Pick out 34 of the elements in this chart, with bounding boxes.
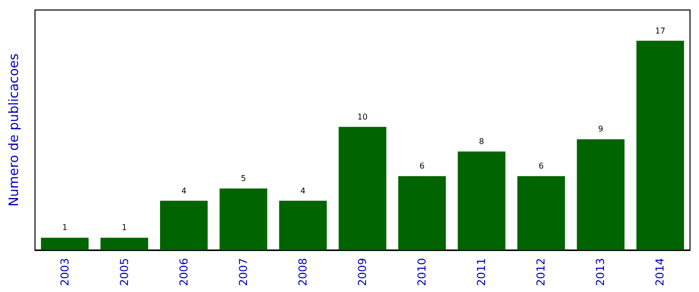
x-tick-label: 2010 xyxy=(416,258,429,286)
x-tick-label: 2008 xyxy=(296,258,310,286)
data-label: 8 xyxy=(479,137,484,146)
x-tick-label: 2005 xyxy=(118,258,131,286)
bar xyxy=(338,126,386,250)
data-label: 4 xyxy=(181,186,186,196)
bar xyxy=(398,176,446,250)
bar xyxy=(636,40,684,250)
bar xyxy=(279,200,327,250)
data-label: 1 xyxy=(122,223,127,232)
y-axis-title: Numero de publicacoes xyxy=(7,53,22,207)
data-label: 6 xyxy=(538,162,544,171)
bar xyxy=(40,238,89,250)
data-label: 1 xyxy=(62,223,68,232)
x-tick-label: 2014 xyxy=(654,258,667,286)
x-tick-label: 2007 xyxy=(236,258,250,286)
bar xyxy=(517,176,565,250)
bar xyxy=(100,238,148,250)
x-tick-label: 2012 xyxy=(534,258,548,286)
x-tick-label: 2006 xyxy=(177,258,190,286)
bar xyxy=(458,152,506,250)
bar xyxy=(220,188,268,250)
x-tick-label: 2009 xyxy=(356,258,369,286)
data-label: 17 xyxy=(655,26,666,36)
x-tick-label: 2011 xyxy=(475,258,488,286)
data-label: 4 xyxy=(300,186,306,196)
data-label: 5 xyxy=(240,174,246,183)
data-label: 10 xyxy=(357,112,368,122)
bar xyxy=(160,200,208,250)
x-tick-label: 2003 xyxy=(58,258,72,286)
bar xyxy=(576,139,624,250)
data-label: 9 xyxy=(598,124,604,134)
data-label: 6 xyxy=(420,162,425,171)
x-tick-label: 2013 xyxy=(594,258,608,286)
